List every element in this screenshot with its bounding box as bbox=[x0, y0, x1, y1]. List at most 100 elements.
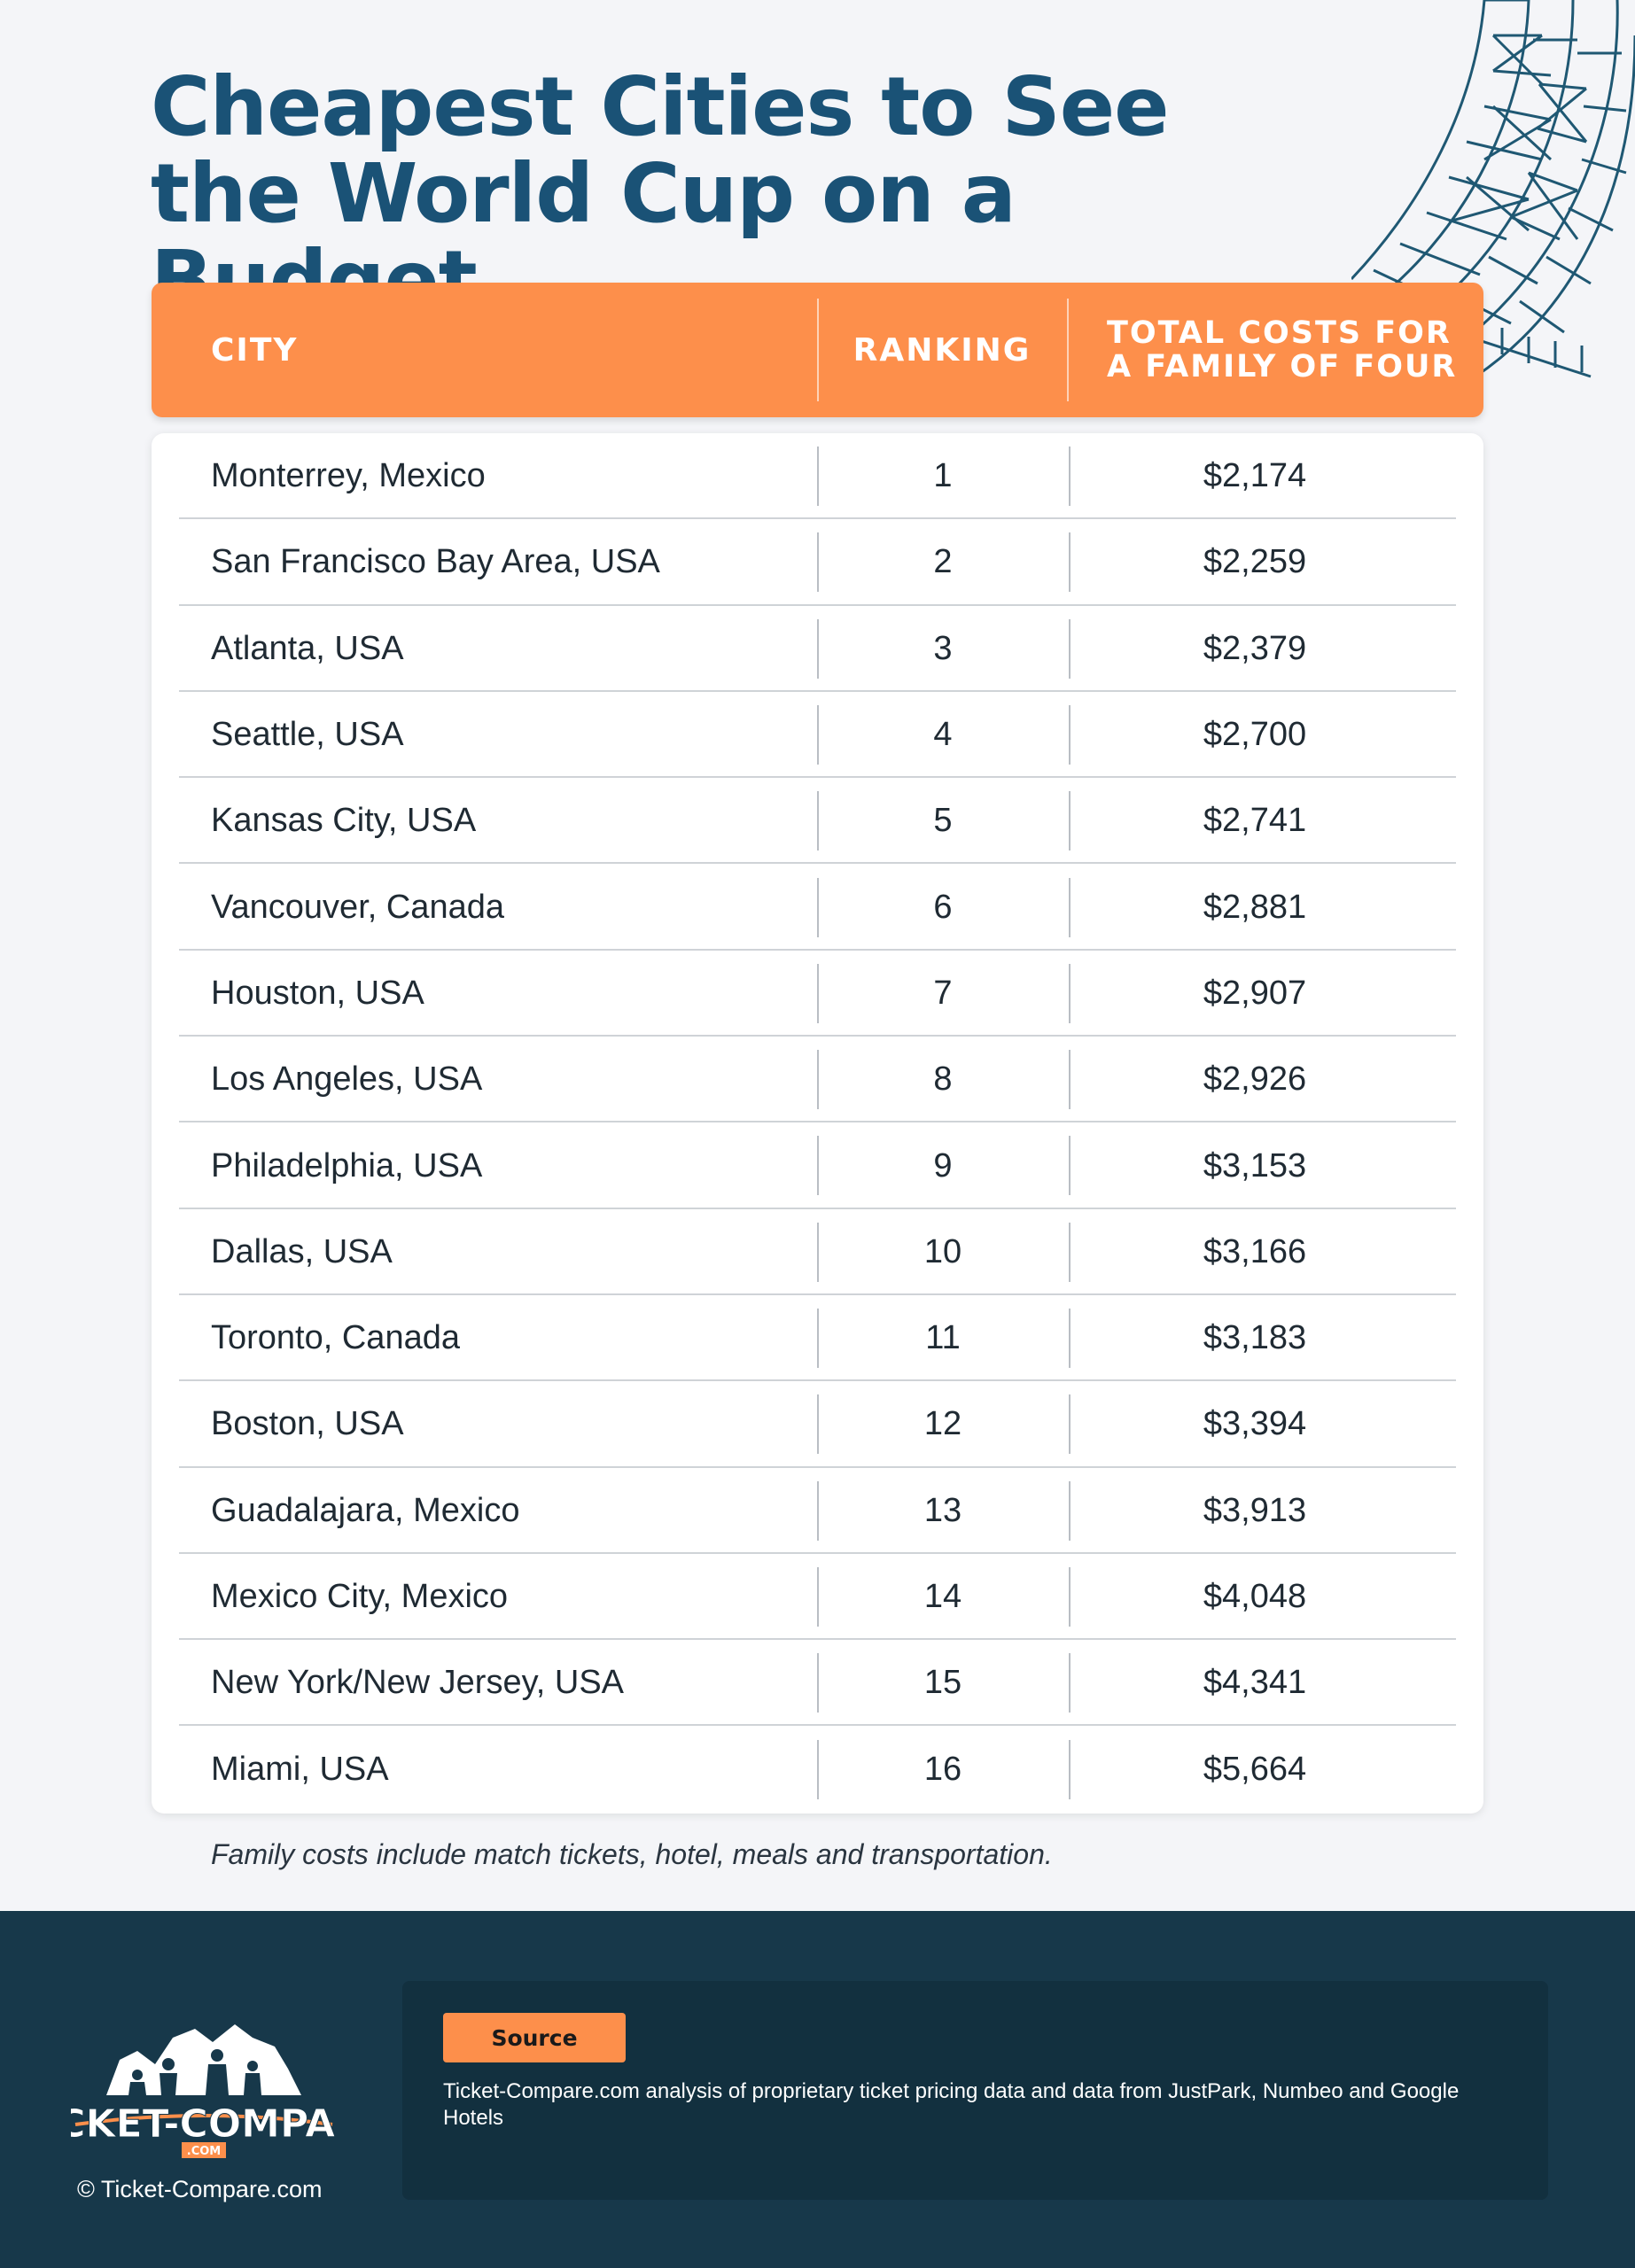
column-divider bbox=[1069, 1653, 1071, 1713]
column-divider bbox=[1069, 1050, 1071, 1110]
row-separator bbox=[179, 1724, 1456, 1727]
table-row: Kansas City, USA 5 $2,741 bbox=[179, 778, 1456, 865]
table-row: Boston, USA 12 $3,394 bbox=[179, 1381, 1456, 1468]
row-separator bbox=[179, 776, 1456, 779]
row-separator bbox=[179, 1293, 1456, 1295]
header-cost: TOTAL COSTS FOR A FAMILY OF FOUR bbox=[1107, 315, 1458, 384]
cell-ranking: 14 bbox=[923, 1578, 962, 1616]
cell-city: Toronto, Canada bbox=[211, 1319, 460, 1357]
cell-ranking: 1 bbox=[933, 457, 953, 495]
cell-city: San Francisco Bay Area, USA bbox=[211, 543, 660, 581]
row-separator bbox=[179, 1551, 1456, 1554]
row-separator bbox=[179, 1121, 1456, 1123]
row-separator bbox=[179, 1638, 1456, 1641]
row-separator bbox=[179, 603, 1456, 606]
cell-cost: $2,881 bbox=[1203, 888, 1307, 926]
table-row: Atlanta, USA 3 $2,379 bbox=[179, 606, 1456, 692]
column-divider bbox=[1069, 1309, 1071, 1368]
column-divider bbox=[817, 1480, 819, 1541]
stadium-decoration-icon bbox=[1351, 0, 1635, 378]
cell-city: New York/New Jersey, USA bbox=[211, 1664, 625, 1702]
column-divider bbox=[817, 1309, 819, 1368]
column-divider bbox=[1069, 447, 1071, 506]
cell-cost: $3,183 bbox=[1203, 1319, 1307, 1357]
cell-cost: $2,741 bbox=[1203, 802, 1307, 840]
column-divider bbox=[1069, 1480, 1071, 1541]
column-divider bbox=[817, 1739, 819, 1799]
cell-ranking: 11 bbox=[925, 1319, 961, 1357]
column-divider bbox=[817, 1050, 819, 1110]
table-row: Guadalajara, Mexico 13 $3,913 bbox=[179, 1468, 1456, 1554]
footnote: Family costs include match tickets, hote… bbox=[211, 1838, 1053, 1870]
column-divider bbox=[1069, 1394, 1071, 1455]
table-row: Vancouver, Canada 6 $2,881 bbox=[179, 865, 1456, 951]
table-row: Miami, USA 16 $5,664 bbox=[179, 1727, 1456, 1813]
cell-cost: $4,048 bbox=[1203, 1578, 1307, 1616]
cell-cost: $2,379 bbox=[1203, 629, 1307, 667]
cell-city: Miami, USA bbox=[211, 1750, 389, 1788]
header-city: CITY bbox=[211, 331, 299, 369]
cell-ranking: 3 bbox=[933, 629, 953, 667]
column-divider bbox=[1069, 618, 1071, 679]
cell-ranking: 15 bbox=[923, 1664, 962, 1702]
source-text: Ticket-Compare.com analysis of proprieta… bbox=[443, 2079, 1460, 2130]
cell-cost: $3,394 bbox=[1203, 1405, 1307, 1443]
column-divider bbox=[1069, 877, 1071, 937]
cell-ranking: 9 bbox=[933, 1146, 953, 1184]
cell-city: Philadelphia, USA bbox=[211, 1146, 483, 1184]
table-row: Philadelphia, USA 9 $3,153 bbox=[179, 1122, 1456, 1209]
table-header: CITY RANKING TOTAL COSTS FOR A FAMILY OF… bbox=[152, 283, 1483, 417]
cell-city: Atlanta, USA bbox=[211, 629, 404, 667]
cell-cost: $2,907 bbox=[1203, 974, 1307, 1012]
column-divider bbox=[817, 791, 819, 851]
column-divider bbox=[817, 618, 819, 679]
column-divider bbox=[1069, 1136, 1071, 1196]
row-separator bbox=[179, 1035, 1456, 1037]
row-separator bbox=[179, 1207, 1456, 1209]
column-divider bbox=[1069, 791, 1071, 851]
cell-ranking: 13 bbox=[923, 1491, 962, 1529]
source-badge: Source bbox=[443, 2013, 626, 2062]
cell-ranking: 6 bbox=[933, 888, 953, 926]
cell-cost: $2,926 bbox=[1203, 1060, 1307, 1099]
table-row: Toronto, Canada 11 $3,183 bbox=[179, 1295, 1456, 1382]
cell-cost: $3,153 bbox=[1203, 1146, 1307, 1184]
cell-city: Los Angeles, USA bbox=[211, 1060, 483, 1099]
column-divider bbox=[817, 1222, 819, 1282]
cell-city: Mexico City, Mexico bbox=[211, 1578, 509, 1616]
column-divider bbox=[817, 447, 819, 506]
column-divider bbox=[1069, 704, 1071, 765]
cell-city: Seattle, USA bbox=[211, 716, 404, 754]
table-body: Monterrey, Mexico 1 $2,174 San Francisco Ba… bbox=[152, 433, 1483, 1814]
cell-city: Monterrey, Mexico bbox=[211, 457, 486, 495]
row-separator bbox=[179, 689, 1456, 692]
cell-city: Kansas City, USA bbox=[211, 802, 477, 840]
page-title: Cheapest Cities to See the World Cup on … bbox=[151, 59, 1170, 328]
source-box: Source Ticket-Compare.com analysis of pr… bbox=[402, 1981, 1548, 2200]
table-row: Los Angeles, USA 8 $2,926 bbox=[179, 1037, 1456, 1123]
cell-city: Houston, USA bbox=[211, 974, 424, 1012]
table-row: Dallas, USA 10 $3,166 bbox=[179, 1209, 1456, 1295]
ticket-compare-logo-icon: TICKET-COMPARE .COM bbox=[71, 2024, 337, 2158]
header-divider bbox=[1067, 299, 1069, 401]
row-separator bbox=[179, 1379, 1456, 1382]
table-row: Houston, USA 7 $2,907 bbox=[179, 951, 1456, 1037]
column-divider bbox=[1069, 1222, 1071, 1282]
table-row: New York/New Jersey, USA 15 $4,341 bbox=[179, 1640, 1456, 1727]
row-separator bbox=[179, 948, 1456, 951]
cell-cost: $5,664 bbox=[1203, 1750, 1307, 1788]
cell-ranking: 16 bbox=[923, 1750, 962, 1788]
cell-cost: $2,174 bbox=[1203, 457, 1307, 495]
column-divider bbox=[1069, 963, 1071, 1023]
cell-city: Boston, USA bbox=[211, 1405, 404, 1443]
column-divider bbox=[817, 704, 819, 765]
column-divider bbox=[817, 877, 819, 937]
svg-text:.COM: .COM bbox=[187, 2145, 221, 2158]
cell-city: Dallas, USA bbox=[211, 1232, 393, 1270]
cell-cost: $2,700 bbox=[1203, 716, 1307, 754]
column-divider bbox=[1069, 1566, 1071, 1627]
cell-ranking: 10 bbox=[923, 1232, 962, 1270]
column-divider bbox=[817, 1136, 819, 1196]
cell-cost: $3,166 bbox=[1203, 1232, 1307, 1270]
